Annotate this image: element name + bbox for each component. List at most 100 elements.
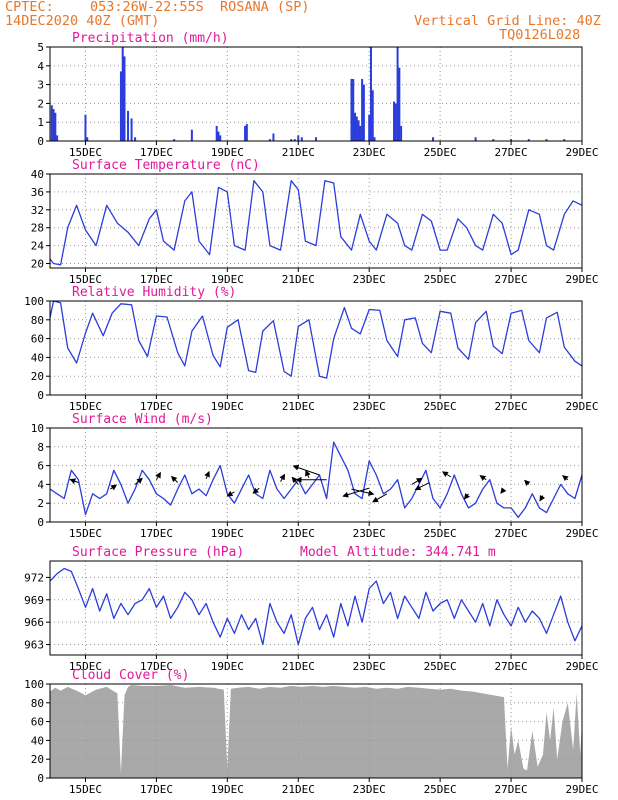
precip-bar	[368, 114, 371, 141]
pressure-xtick-label: 23DEC	[353, 660, 386, 673]
temp-ytick-label: 40	[31, 168, 44, 181]
precip-bar	[293, 139, 296, 141]
precip-bar	[371, 90, 374, 141]
temp-ytick-label: 36	[31, 186, 44, 199]
precip-bar	[130, 118, 133, 141]
pressure-ytick-label: 963	[24, 639, 44, 652]
temp-ytick-label: 24	[31, 240, 45, 253]
precip-bar	[315, 137, 317, 141]
wind-ytick-label: 6	[37, 460, 44, 473]
pressure-xtick-label: 27DEC	[495, 660, 528, 673]
cloud-ytick-label: 80	[31, 697, 44, 710]
cloud-xtick-label: 17DEC	[140, 783, 173, 796]
wind-arrow	[524, 479, 531, 487]
precip-bar	[396, 47, 399, 141]
precip-xtick-label: 15DEC	[69, 146, 102, 159]
wind-ytick-label: 8	[37, 441, 44, 454]
temp-line	[49, 180, 583, 266]
precip-bar	[245, 124, 248, 141]
precip-bar	[86, 137, 89, 141]
cloud-xtick-label: 23DEC	[353, 783, 386, 796]
cloud-ytick-label: 60	[31, 716, 44, 729]
wind-xtick-label: 27DEC	[495, 527, 528, 540]
precip-ytick-label: 0	[37, 135, 44, 148]
rh-xtick-label: 25DEC	[424, 400, 457, 413]
wind-frame	[49, 427, 583, 523]
wind-arrow	[441, 471, 452, 478]
precip-bar	[52, 109, 55, 141]
wind-xtick-label: 19DEC	[211, 527, 244, 540]
wind-ytick-label: 4	[37, 478, 44, 491]
cloud-area	[50, 684, 582, 778]
cloud-xtick-label: 19DEC	[211, 783, 244, 796]
precip-title: Precipitation (mm/h)	[72, 31, 229, 46]
precip-bar	[190, 129, 193, 141]
precip-bar	[361, 78, 364, 141]
rh-xtick-label: 23DEC	[353, 400, 386, 413]
precip-bar	[215, 125, 218, 141]
precip-bar	[54, 112, 57, 141]
precip-bar	[127, 110, 130, 141]
precip-xtick-label: 27DEC	[495, 146, 528, 159]
pressure-xtick-label: 29DEC	[565, 660, 598, 673]
temp-xtick-label: 15DEC	[69, 273, 102, 286]
wind-arrow	[226, 490, 235, 497]
cloud-xtick-label: 15DEC	[69, 783, 102, 796]
wind-arrow	[411, 477, 423, 485]
pressure-ytick-label: 972	[24, 571, 44, 584]
precip-bar	[359, 125, 362, 141]
precip-bar	[492, 139, 495, 141]
wind-arrow	[562, 475, 569, 482]
precip-ytick-label: 3	[37, 79, 44, 92]
pressure-xtick-label: 21DEC	[282, 660, 315, 673]
precip-bar	[510, 139, 513, 141]
header-source: CPTEC:	[5, 0, 54, 15]
precip-bar	[474, 137, 477, 141]
precip-ytick-label: 2	[37, 97, 44, 110]
precip-bar	[121, 47, 124, 141]
precip-bar	[527, 139, 530, 141]
pressure-frame	[49, 560, 583, 656]
wind-arrow	[204, 470, 210, 479]
wind-arrow	[69, 478, 79, 485]
precip-bar	[432, 137, 435, 141]
wind-xtick-label: 23DEC	[353, 527, 386, 540]
wind-xtick-label: 15DEC	[69, 527, 102, 540]
temp-xtick-label: 27DEC	[495, 273, 528, 286]
rh-ytick-label: 60	[31, 333, 44, 346]
precip-bar	[119, 71, 122, 141]
precip-ytick-label: 4	[37, 60, 44, 73]
rh-xtick-label: 29DEC	[565, 400, 598, 413]
rh-xtick-label: 21DEC	[282, 400, 315, 413]
cloud-ytick-label: 100	[24, 678, 44, 691]
precip-bar	[563, 139, 566, 141]
precip-bar	[357, 120, 360, 141]
cloud-xtick-label: 27DEC	[495, 783, 528, 796]
precip-xtick-label: 25DEC	[424, 146, 457, 159]
precip-bar	[297, 135, 300, 141]
rh-xtick-label: 15DEC	[69, 400, 102, 413]
wind-arrow	[351, 488, 375, 496]
cloud-frame	[49, 683, 583, 779]
precip-bar	[134, 137, 137, 141]
rh-ytick-label: 20	[31, 370, 44, 383]
precip-bar	[272, 133, 275, 141]
wind-xtick-label: 25DEC	[424, 527, 457, 540]
precip-ytick-label: 1	[37, 116, 44, 129]
header-run: 14DEC2020 40Z (GMT)	[5, 13, 160, 29]
cloud-ytick-label: 20	[31, 753, 44, 766]
precip-bar	[219, 135, 222, 141]
wind-xtick-label: 29DEC	[565, 527, 598, 540]
precip-frame	[49, 46, 583, 142]
wind-arrow	[463, 493, 470, 500]
precip-bar	[354, 112, 357, 141]
header-location: 053:26W-22:55S ROSANA (SP)	[90, 0, 310, 15]
temp-title: Surface Temperature (nC)	[72, 158, 260, 173]
precip-bar	[173, 139, 176, 141]
wind-arrow	[500, 487, 507, 494]
precip-bar	[84, 114, 87, 141]
rh-xtick-label: 27DEC	[495, 400, 528, 413]
precip-bar	[123, 56, 126, 141]
temp-frame	[49, 173, 583, 269]
